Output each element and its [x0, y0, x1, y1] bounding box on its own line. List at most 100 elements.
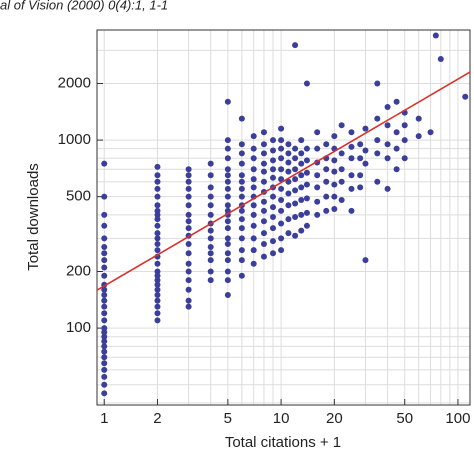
point [260, 218, 267, 225]
point [260, 160, 267, 167]
point [292, 42, 299, 49]
point [101, 333, 108, 340]
point [238, 178, 245, 185]
point [285, 230, 292, 237]
point [101, 366, 108, 373]
point [238, 185, 245, 192]
point [101, 348, 108, 355]
point [154, 286, 161, 293]
point [101, 317, 108, 324]
point [250, 176, 257, 183]
point [154, 216, 161, 223]
y-tick-label: 100 [66, 319, 91, 336]
point [154, 193, 161, 200]
point [238, 207, 245, 214]
point [285, 178, 292, 185]
point [384, 155, 391, 162]
point [260, 198, 267, 205]
point [285, 159, 292, 166]
point [270, 157, 277, 164]
point [303, 145, 310, 152]
point [348, 155, 355, 162]
point [292, 232, 299, 239]
point [298, 197, 305, 204]
point [401, 155, 408, 162]
fit-line [96, 71, 471, 291]
point [154, 235, 161, 242]
point [401, 122, 408, 129]
point [331, 133, 338, 140]
point [323, 166, 330, 173]
point [207, 193, 214, 200]
point [238, 235, 245, 242]
point [357, 155, 364, 162]
point [185, 250, 192, 257]
point [224, 235, 231, 242]
point [250, 211, 257, 218]
point [260, 141, 267, 148]
point [348, 185, 355, 192]
point [207, 160, 214, 167]
point [238, 216, 245, 223]
plot-frame [96, 29, 471, 406]
point [224, 166, 231, 173]
point [270, 174, 277, 181]
point [101, 211, 108, 218]
point [278, 197, 285, 204]
point [384, 141, 391, 148]
point [250, 202, 257, 209]
point [207, 172, 214, 179]
point [154, 202, 161, 209]
point [154, 303, 161, 310]
point [278, 185, 285, 192]
point [154, 172, 161, 179]
point [224, 172, 231, 179]
point [224, 155, 231, 162]
point [357, 172, 364, 179]
point [224, 137, 231, 144]
point [285, 168, 292, 175]
point [292, 200, 299, 207]
point [278, 166, 285, 173]
point [270, 225, 277, 232]
point [154, 178, 161, 185]
point [185, 297, 192, 304]
point [154, 260, 161, 267]
point [278, 176, 285, 183]
point [303, 195, 310, 202]
point [292, 166, 299, 173]
y-tick-label: 200 [66, 262, 91, 279]
point [207, 184, 214, 191]
point [185, 178, 192, 185]
point [393, 145, 400, 152]
point [338, 122, 345, 129]
point [303, 181, 310, 188]
point [374, 115, 381, 122]
point [331, 181, 338, 188]
point [323, 207, 330, 214]
point [185, 225, 192, 232]
point [348, 143, 355, 150]
point [154, 222, 161, 229]
point [101, 343, 108, 350]
x-tick-label: 20 [326, 410, 343, 427]
point [270, 250, 277, 257]
point [427, 129, 434, 136]
point [270, 213, 277, 220]
point [154, 185, 161, 192]
point [207, 235, 214, 242]
point [101, 303, 108, 310]
point [278, 235, 285, 242]
point [285, 216, 292, 223]
point [224, 193, 231, 200]
point [303, 209, 310, 216]
point [278, 137, 285, 144]
point [374, 178, 381, 185]
point [101, 272, 108, 279]
point [185, 185, 192, 192]
point [154, 281, 161, 288]
point [348, 129, 355, 136]
point [238, 193, 245, 200]
point [384, 122, 391, 129]
point [393, 129, 400, 136]
